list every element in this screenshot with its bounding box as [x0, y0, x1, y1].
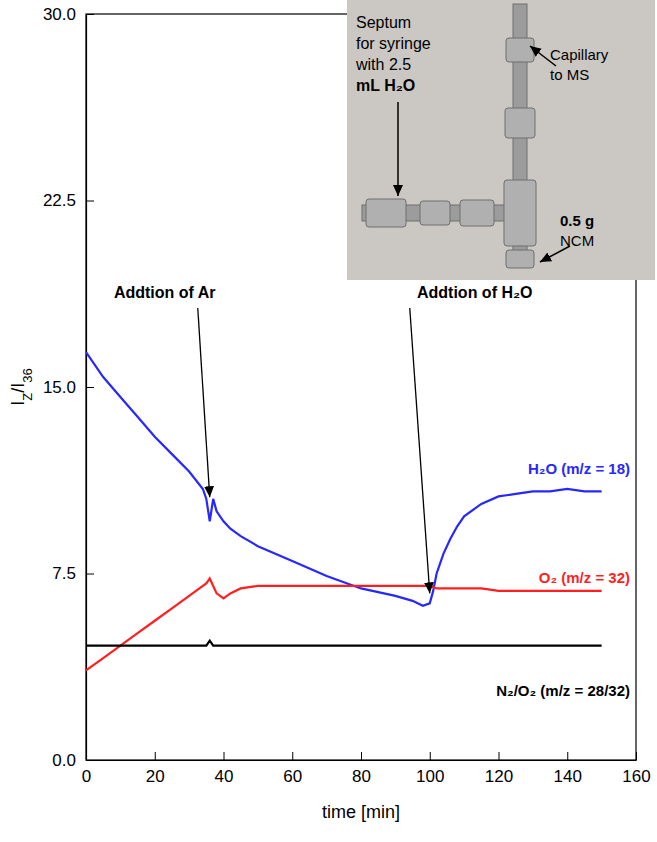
inset-label: NCM: [560, 232, 594, 249]
x-tick-mark: [636, 752, 637, 760]
inset-label: with 2.5: [355, 56, 411, 73]
x-tick-label: 100: [416, 767, 444, 786]
inset-fitting: [506, 38, 534, 62]
y-tick: 22.5: [43, 191, 94, 210]
inset-label: Capillary: [550, 46, 609, 63]
x-tick-mark: [292, 752, 293, 760]
x-tick-mark: [224, 752, 225, 760]
y-axis-title: IZ/I36: [8, 368, 35, 405]
x-tick-mark: [430, 752, 431, 760]
y-tick-mark: [86, 574, 94, 575]
inset-label: to MS: [550, 66, 589, 83]
inset-photo: Septum for syringe with 2.5 mL H₂O Capillary…: [347, 0, 655, 280]
x-tick: 100: [416, 752, 444, 786]
plot-area: [86, 352, 602, 670]
x-tick-label: 80: [352, 767, 371, 786]
inset-fitting: [506, 250, 534, 268]
y-tick-label: 7.5: [52, 564, 76, 583]
inset-arrow: [397, 102, 399, 196]
y-axis: 0.0 7.5 15.0 22.5 30.0: [43, 5, 94, 770]
x-tick: 120: [485, 752, 513, 786]
series-label: O₂ (m/z = 32): [539, 569, 630, 586]
x-tick: 160: [622, 752, 650, 786]
inset-label: Septum: [356, 14, 411, 31]
x-axis-line: [87, 760, 637, 761]
x-tick-label: 40: [215, 767, 234, 786]
x-tick: 20: [146, 752, 165, 786]
x-tick-mark: [567, 752, 568, 760]
inset-fitting: [504, 180, 536, 246]
y-tick: 0.0: [52, 751, 94, 770]
x-axis: 0 20 40 60 80 100 120 140 160: [82, 752, 651, 786]
y-tick: 7.5: [52, 564, 94, 583]
inset-fitting: [505, 108, 535, 138]
annotation: Addtion of H₂O: [417, 284, 533, 301]
y-tick-label: 30.0: [43, 5, 76, 24]
y-tick-label: 0.0: [52, 751, 76, 770]
y-tick-mark: [86, 760, 94, 761]
x-tick: 40: [215, 752, 234, 786]
series-label: N₂/O₂ (m/z = 28/32): [496, 682, 630, 699]
x-tick: 80: [352, 752, 371, 786]
series-line: [86, 641, 602, 646]
series-line: [86, 578, 602, 670]
inset-label: for syringe: [356, 35, 431, 52]
annotation-arrow: [410, 308, 430, 593]
x-tick: 60: [283, 752, 302, 786]
x-tick-mark: [499, 752, 500, 760]
x-tick-label: 140: [554, 767, 582, 786]
inset-fitting: [366, 199, 406, 227]
x-tick-label: 120: [485, 767, 513, 786]
inset-label: 0.5 g: [560, 212, 594, 229]
annotation-arrow: [198, 308, 210, 497]
x-tick-mark: [155, 752, 156, 760]
chart-svg: 0 20 40 60 80 100 120 140 160 0.0 7.5 15.0 22.5 30.0 t…: [0, 0, 657, 842]
x-tick-label: 20: [146, 767, 165, 786]
x-axis-title: time [min]: [322, 802, 400, 822]
inset-fitting: [460, 200, 494, 226]
y-tick-mark: [86, 387, 94, 388]
x-tick-label: 0: [82, 767, 91, 786]
inset-arrow: [540, 246, 570, 262]
y-tick-mark: [86, 14, 94, 15]
x-tick-mark: [361, 752, 362, 760]
y-tick: 15.0: [43, 378, 94, 397]
inset-label: mL H₂O: [356, 77, 415, 94]
y-tick-label: 15.0: [43, 378, 76, 397]
x-tick-label: 160: [622, 767, 650, 786]
series-label: H₂O (m/z = 18): [528, 460, 630, 477]
x-tick-label: 60: [283, 767, 302, 786]
annotation: Addtion of Ar: [114, 284, 216, 301]
y-tick-mark: [86, 201, 94, 202]
inset-fitting: [420, 201, 450, 225]
inset-background: [347, 0, 655, 280]
series-line: [86, 352, 602, 606]
x-tick: 140: [554, 752, 582, 786]
y-tick-label: 22.5: [43, 191, 76, 210]
inset-arrow: [530, 46, 556, 66]
y-tick: 30.0: [43, 5, 94, 24]
